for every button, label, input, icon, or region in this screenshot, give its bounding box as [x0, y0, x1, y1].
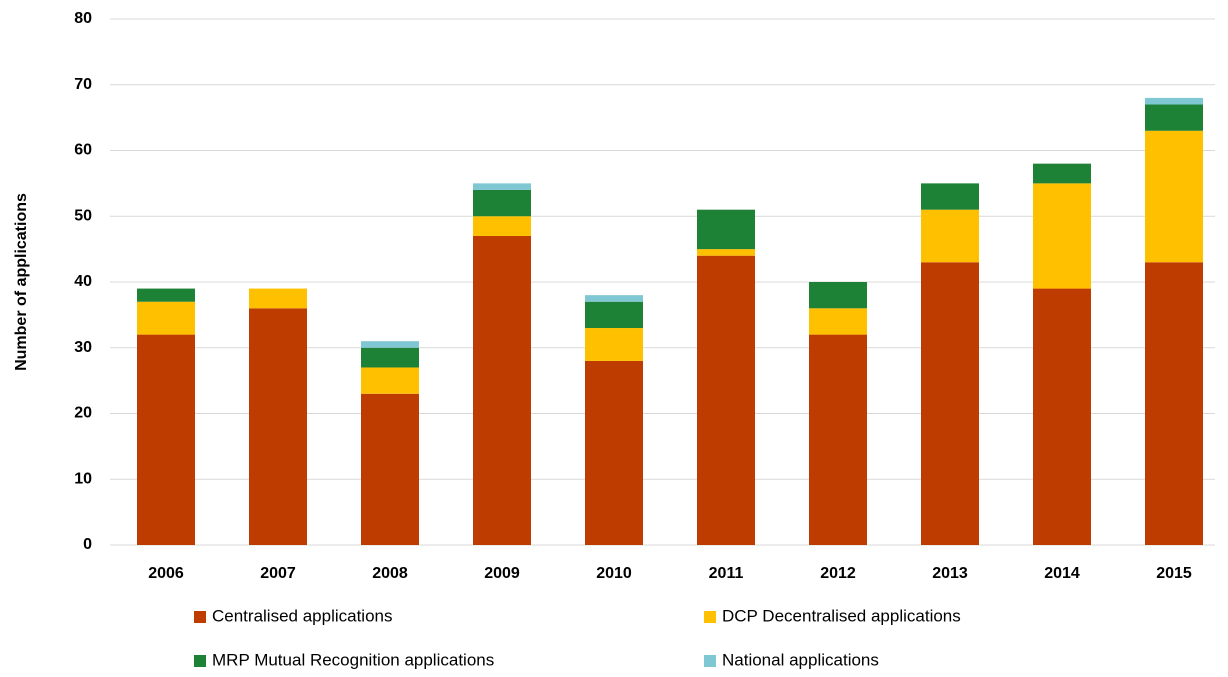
bar-segment [361, 367, 419, 394]
bar-segment [249, 288, 307, 309]
bar-segment [1145, 130, 1203, 263]
bar-segment [585, 301, 643, 329]
bar-segment [1145, 97, 1203, 105]
x-tick-label: 2015 [1156, 565, 1192, 582]
y-tick-label: 80 [74, 10, 92, 27]
x-tick-label: 2007 [260, 565, 296, 582]
legend-marker [194, 611, 206, 623]
y-tick-label: 40 [74, 273, 92, 290]
bar-segment [473, 189, 531, 217]
y-axis-label: Number of applications [13, 193, 30, 371]
legend-marker [194, 655, 206, 667]
bar-segment [137, 288, 195, 302]
y-tick-label: 10 [74, 470, 92, 487]
bar-segment [809, 282, 867, 309]
bar-segment [585, 360, 643, 545]
x-tick-label: 2014 [1044, 565, 1080, 582]
legend-label: MRP Mutual Recognition applications [212, 650, 494, 669]
x-tick-label: 2010 [596, 565, 632, 582]
bar-segment [697, 255, 755, 545]
x-tick-label: 2012 [820, 565, 856, 582]
bar-segment [585, 295, 643, 302]
y-tick-label: 20 [74, 405, 92, 422]
bar-segment [1145, 262, 1203, 545]
x-tick-label: 2011 [709, 565, 744, 582]
legend-label: National applications [722, 650, 879, 669]
bar-segment [1033, 288, 1091, 545]
bar-segment [585, 328, 643, 361]
bar-segment [1145, 104, 1203, 131]
bar-segment [1033, 183, 1091, 289]
bar-segment [809, 334, 867, 545]
bar-segment [697, 249, 755, 256]
bar-segment [361, 341, 419, 348]
bar-segment [361, 393, 419, 545]
bar-segment [137, 301, 195, 335]
y-tick-label: 70 [74, 76, 92, 93]
bar-segment [921, 183, 979, 210]
x-tick-label: 2006 [148, 565, 184, 582]
bar-segment [697, 209, 755, 250]
x-tick-label: 2009 [484, 565, 520, 582]
bar-segment [809, 308, 867, 335]
bar-segment [361, 347, 419, 368]
y-tick-label: 50 [74, 207, 92, 224]
bar-segment [473, 183, 531, 190]
bar-segment [473, 235, 531, 545]
bar-segment [1033, 163, 1091, 184]
legend-label: DCP Decentralised applications [722, 606, 961, 625]
bar-segment [921, 262, 979, 545]
legend-label: Centralised applications [212, 606, 393, 625]
legend-marker [704, 655, 716, 667]
y-tick-label: 60 [74, 142, 92, 159]
legend-marker [704, 611, 716, 623]
bar-segment [473, 216, 531, 236]
x-tick-label: 2013 [932, 565, 968, 582]
bar-segment [249, 308, 307, 545]
x-tick-label: 2008 [372, 565, 408, 582]
y-tick-label: 30 [74, 339, 92, 356]
bar-segment [921, 209, 979, 263]
bar-segment [137, 334, 195, 545]
y-tick-label: 0 [83, 536, 92, 553]
